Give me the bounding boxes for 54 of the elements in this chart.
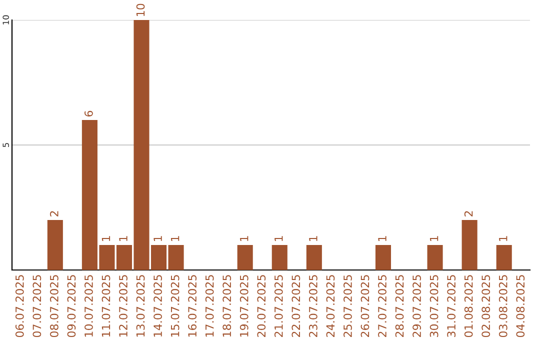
data-label: 2 — [464, 211, 473, 216]
x-tick-label: 26.07.2025 — [360, 275, 370, 337]
x-tick-label: 31.07.2025 — [447, 275, 456, 337]
x-tick-label: 24.07.2025 — [326, 275, 335, 337]
x-tick-label: 19.07.2025 — [240, 275, 248, 337]
x-tick-label: 06.07.2025 — [15, 275, 24, 338]
data-label: 10 — [136, 4, 145, 16]
x-tick-label: 09.07.2025 — [67, 275, 76, 338]
data-label: 1 — [171, 236, 180, 241]
x-tick-label: 25.07.2025 — [344, 275, 352, 337]
x-tick-label: 16.07.2025 — [188, 275, 197, 337]
x-tick-label: 23.07.2025 — [308, 275, 318, 337]
bar — [168, 245, 184, 270]
data-label: 1 — [499, 236, 508, 241]
x-tick-label: 02.08.2025 — [482, 275, 490, 338]
x-tick-label: 29.07.2025 — [412, 275, 421, 337]
bar — [272, 245, 288, 270]
x-tick-label: 22.07.2025 — [292, 275, 300, 337]
data-label: 1 — [240, 236, 248, 241]
bar — [237, 245, 253, 270]
x-tick-label: 30.07.2025 — [430, 275, 438, 337]
bar — [306, 245, 322, 270]
x-tick-label: 08.07.2025 — [50, 275, 58, 338]
x-tick-label: 07.07.2025 — [32, 275, 42, 338]
x-tick-label: 17.07.2025 — [205, 275, 214, 337]
bar — [47, 220, 63, 270]
data-label: 1 — [154, 236, 162, 241]
x-tick-label: 13.07.2025 — [136, 275, 145, 337]
data-label: 6 — [84, 110, 93, 116]
x-tick-label: 15.07.2025 — [170, 275, 180, 337]
x-tick-label: 28.07.2025 — [395, 275, 404, 337]
bar — [375, 245, 392, 270]
x-tick-label: 01.08.2025 — [464, 275, 473, 338]
x-tick-label: 03.08.2025 — [498, 275, 508, 338]
x-tick-label: 27.07.2025 — [378, 275, 386, 337]
x-tick-label: 10.07.2025 — [84, 275, 93, 337]
data-label: 1 — [430, 236, 438, 241]
x-tick-label: 14.07.2025 — [154, 275, 162, 337]
data-label: 1 — [102, 236, 110, 241]
data-label: 1 — [378, 236, 386, 241]
data-label: 1 — [119, 236, 128, 241]
x-tick-label: 11.07.2025 — [102, 275, 110, 337]
x-tick-label: 20.07.2025 — [257, 275, 266, 337]
data-label: 1 — [274, 236, 283, 241]
bar — [462, 220, 478, 270]
bar — [427, 245, 443, 270]
y-tick-label: 5 — [2, 143, 9, 148]
x-tick-label: 04.08.2025 — [516, 275, 525, 338]
x-tick-label: 12.07.2025 — [119, 275, 128, 337]
x-tick-label: 18.07.2025 — [222, 275, 232, 337]
data-label: 2 — [50, 211, 58, 216]
x-tick-label: 21.07.2025 — [274, 275, 283, 337]
data-label: 1 — [309, 236, 318, 241]
bar — [496, 245, 512, 270]
